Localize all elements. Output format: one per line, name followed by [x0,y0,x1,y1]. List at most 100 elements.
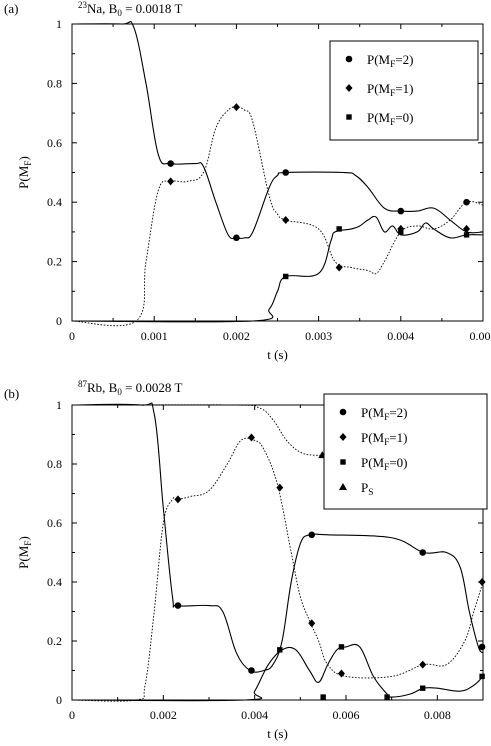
y-axis-label-suffix: ) [16,156,31,160]
y-tick-label: 0.8 [47,76,62,90]
data-point-square [420,685,426,691]
y-tick-label: 0.8 [47,457,62,471]
legend-label-main: P(M [367,110,391,125]
data-point-diamond [232,103,240,112]
data-point-diamond [167,177,175,186]
data-point-square [277,647,283,653]
data-point-circle [463,198,470,206]
legend-label-subscript: F [390,60,395,70]
chart-title-title: Rb, B [87,380,118,395]
data-point-square [338,644,345,650]
y-axis-label-main: P(M [16,165,31,189]
chart-title: 23Na, B0 = 0.0018 T [78,0,182,18]
legend-label: P(MF=1) [367,81,414,99]
legend-marker-circle [339,408,347,416]
y-tick-label: 0 [56,314,62,328]
x-tick-label: 0.003 [305,329,332,343]
data-point-diamond [174,495,182,504]
y-tick-label: 0.2 [47,255,62,269]
y-axis-label: P(MF) [16,156,34,189]
y-axis-label-main: P(M [16,545,31,569]
legend-label-subscript: F [384,413,389,423]
chart-title-isotope-mass: 23 [78,0,88,10]
chart-title-title: Na, B [87,1,118,16]
data-point-square [336,226,342,232]
legend-box [323,393,488,510]
x-axis-label: t (s) [267,347,288,362]
chart-title: 87Rb, B0 = 0.0028 T [78,379,182,397]
panel-label: (b) [4,386,19,401]
y-tick-label: 0.4 [47,195,62,209]
chart-title-title-value: = 0.0028 T [122,380,183,395]
series-line-square [71,215,484,323]
legend-label-suffix: =2) [395,52,413,67]
data-point-square [398,229,404,235]
legend-label-subscript: F [390,118,395,128]
legend-label-main: P(M [367,52,391,67]
x-tick-label: 0.008 [424,708,451,722]
legend-label: P(MF=2) [361,405,408,423]
legend-label: P(MF=1) [361,430,408,448]
panel-a: 0 0.2 0.4 0.6 0.8 1 0 0.001 0.002 0.003 0.004 0.005… [4,0,491,362]
data-point-diamond [335,263,343,272]
x-tick-label: 0.004 [241,708,268,722]
x-tick-label: 0.002 [150,708,177,722]
data-point-diamond [478,578,486,586]
x-tick-label: 0.004 [387,329,414,343]
data-point-diamond [282,216,290,225]
chart-title-title-value: = 0.0018 T [122,1,183,16]
y-axis-label-subscript: F [24,161,34,166]
data-point-diamond [276,483,284,492]
panel-label: (a) [4,1,18,16]
data-point-diamond [247,433,255,442]
data-point-square [283,273,289,280]
data-point-square [479,673,485,680]
data-point-circle [308,531,316,539]
y-axis-label: P(MF) [16,536,34,569]
legend-label-main: P(M [361,455,385,470]
series-line-square [71,643,484,702]
x-tick-label: 0.002 [223,329,250,343]
legend-label: P(MF=0) [367,110,414,128]
legend-label-suffix: =0) [389,455,407,470]
data-point-circle [282,169,290,176]
chart-title-isotope-mass: 87 [78,379,88,389]
data-point-circle [233,234,240,242]
legend-label-subscript: S [368,488,373,498]
x-tick-label: 0.006 [333,708,360,722]
series-line-diamond [71,106,484,327]
data-point-square [463,232,470,238]
legend-box [329,40,479,141]
chart-title-title-subscript: 0 [117,8,122,18]
y-tick-label: 0 [56,693,62,707]
data-point-diamond [463,224,471,233]
series-line-circle [71,402,484,673]
y-tick-label: 1 [56,398,62,412]
legend-label-main: P(M [367,81,391,96]
chart-title-title-subscript: 0 [117,387,122,397]
data-point-diamond [419,660,427,669]
series-line-circle [71,20,484,240]
x-tick-label: 0 [69,708,75,722]
legend-marker-diamond [345,84,353,92]
series-line-diamond [71,437,484,702]
legend-marker-circle [345,55,353,63]
legend-label-suffix: =1) [395,81,413,96]
legend-marker-triangle [339,483,347,490]
legend-label-main: P(M [361,405,385,420]
legend-label: P(MF=0) [361,455,408,473]
legend-label: PS [361,480,373,498]
data-point-square [320,694,326,700]
y-tick-label: 0.6 [47,516,62,530]
legend-label-suffix: =2) [389,405,407,420]
legend-marker-diamond [339,433,347,441]
x-axis-label: t (s) [267,726,288,741]
legend-label-subscript: F [390,89,395,99]
data-point-circle [397,207,405,215]
data-point-circle [174,602,182,609]
y-tick-label: 1 [56,17,62,31]
data-point-circle [248,667,255,674]
y-axis-label-subscript: F [24,541,34,546]
y-tick-label: 0.4 [47,575,62,589]
